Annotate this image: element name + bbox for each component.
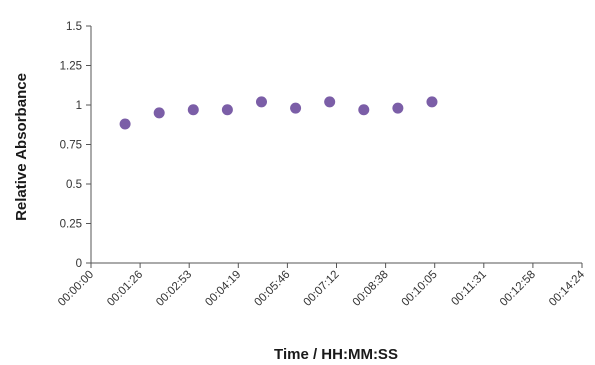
data-point bbox=[324, 96, 336, 108]
x-tick-label: 00:05:46 bbox=[252, 269, 292, 309]
data-points bbox=[119, 96, 438, 130]
y-axis-title: Relative Absorbance bbox=[13, 73, 30, 221]
data-point bbox=[426, 96, 438, 108]
x-tick-label: 00:14:24 bbox=[547, 268, 588, 309]
data-point bbox=[153, 107, 165, 119]
x-tick-label: 00:12:58 bbox=[498, 269, 538, 309]
data-point bbox=[221, 104, 233, 116]
data-point bbox=[290, 102, 302, 114]
x-tick-label: 00:08:38 bbox=[351, 269, 391, 309]
x-tick-label: 00:01:26 bbox=[105, 269, 145, 309]
y-tick-label: 1 bbox=[76, 100, 82, 112]
y-tick-label: 1.25 bbox=[60, 61, 82, 73]
x-tick-label: 00:02:53 bbox=[154, 269, 194, 309]
x-tick-label: 00:00:00 bbox=[56, 269, 96, 309]
x-tick-label: 00:04:19 bbox=[203, 269, 243, 309]
y-tick-label: 1.5 bbox=[66, 21, 82, 33]
y-axis: 0 0.25 0.5 0.75 1 1.25 1.5 bbox=[60, 21, 92, 270]
data-point bbox=[392, 102, 404, 114]
x-tick-label: 00:10:05 bbox=[400, 269, 440, 309]
x-axis: 00:00:00 00:01:26 00:02:53 00:04:19 00:05:46… bbox=[56, 262, 588, 309]
y-tick-label: 0.5 bbox=[66, 179, 82, 191]
data-point bbox=[358, 104, 370, 116]
x-tick-label: 00:07:12 bbox=[301, 269, 341, 309]
y-tick-label: 0 bbox=[76, 258, 82, 270]
y-tick-label: 0.75 bbox=[60, 140, 82, 152]
x-axis-title: Time / HH:MM:SS bbox=[274, 346, 398, 363]
data-point bbox=[119, 118, 131, 130]
y-tick-label: 0.25 bbox=[60, 219, 82, 231]
data-point bbox=[255, 96, 267, 108]
data-point bbox=[187, 104, 199, 116]
x-tick-label: 00:11:31 bbox=[449, 269, 489, 309]
